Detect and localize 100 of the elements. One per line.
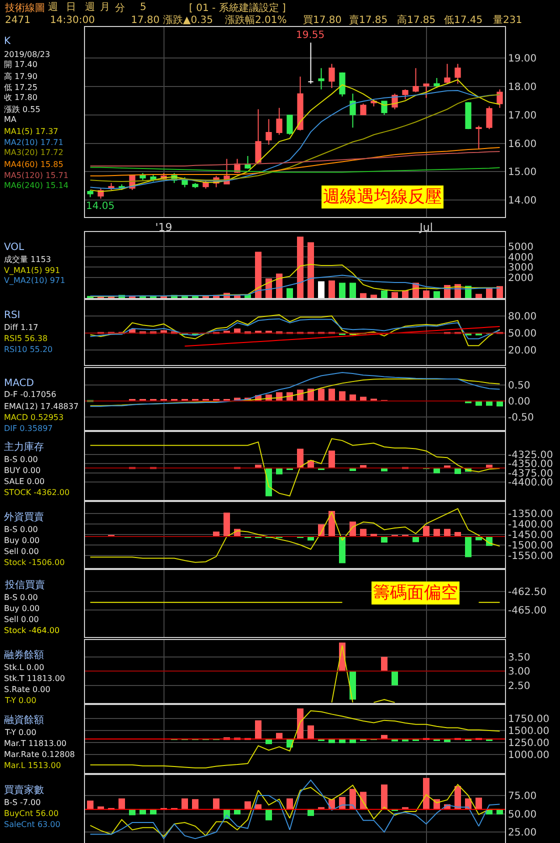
text: T-Y 0.00 [4,728,36,737]
y-tick-label: 1500.00 [508,726,550,738]
text: 融券餘額 [4,649,44,661]
text: BuyCnt 56.00 [4,809,59,818]
annotation: 14.05 [86,201,115,212]
y-tick-label: 4000 [508,252,534,264]
y-tick-label: 50.00 [508,328,537,340]
text: MA [4,115,17,124]
text: MA5(120) 15.71 [4,171,68,180]
text: MA4(60) 15.85 [4,160,64,169]
x-tick-label: '19 [155,221,172,234]
text: 月 [100,2,110,13]
text: 開 17.40 [4,60,38,69]
text: SaleCnt 63.00 [4,820,60,829]
text: DIF 0.35897 [4,424,53,433]
text: Diff 1.17 [4,323,38,332]
text: 週 [48,2,58,13]
y-tick-label: 14.00 [508,195,537,206]
text: 週線遇均線反壓 [323,187,442,207]
text: 漲跌▲0.35 [163,14,213,26]
y-tick-label: 75.00 [508,790,537,802]
y-tick-label: 20.00 [508,346,537,357]
text: 5 [140,2,146,13]
text: Buy 0.00 [4,536,40,545]
text: V_MA2(10) 971 [4,276,66,285]
text: 投信買賣 [4,579,45,591]
text: Stock -1506.00 [4,558,65,567]
y-tick-label: 18.00 [508,82,537,94]
text: 17.80 [131,15,160,26]
y-tick-label: 1000.00 [508,750,550,761]
text: MACD 0.52953 [4,413,64,422]
y-tick-label: -4325.00 [508,450,553,461]
y-tick-label: -462.50 [508,586,547,598]
y-tick-label: 5000 [508,242,534,253]
text: EMA(12) 17.48837 [4,402,79,411]
text: VOL [4,242,25,253]
text: SALE 0.00 [4,477,45,486]
text: Mar.Rate 0.12808 [4,750,75,759]
y-tick-label: 19.00 [508,54,537,65]
y-tick-label: 25.00 [508,828,537,839]
y-tick-label: -1450.00 [508,530,553,541]
y-tick-label: 0.00 [508,396,530,408]
y-tick-label: -1400.00 [508,520,553,531]
text: V_MA1(5) 991 [4,266,60,275]
annotation: 19.55 [296,30,325,41]
text: B-S 0.00 [4,455,38,464]
y-tick-label: 0.50 [508,380,530,392]
text: RSI5 56.38 [4,334,48,343]
y-tick-label: 1750.00 [508,714,550,726]
text: Sell 0.00 [4,615,39,624]
y-tick-label: 1250.00 [508,738,550,749]
text: 量231 [493,15,522,26]
text: B-S 0.00 [4,525,38,534]
text: T-Y 0.00 [4,696,36,705]
text: 2471 [5,15,30,26]
text: 分 [115,2,125,14]
text: 漲跌幅2.01% [225,14,287,26]
text: Mar.L 1513.00 [4,761,61,770]
text: K [4,36,11,47]
y-tick-label: 3.50 [508,652,530,664]
y-tick-label: -4400.00 [508,478,553,489]
text: Sell 0.00 [4,547,39,556]
y-tick-label: -4375.00 [508,468,553,480]
text: Stock -464.00 [4,626,60,635]
text: 外資買賣 [4,511,44,523]
text: Stk.L 0.00 [4,663,44,672]
y-tick-label: -1350.00 [508,509,553,520]
text: RSI10 55.20 [4,345,53,354]
text: 主力庫存 [4,441,44,453]
text: 漲跌 0.55 [4,105,40,114]
y-tick-label: 17.00 [508,110,537,122]
text: Stk.T 11813.00 [4,674,65,683]
y-tick-label: 2000 [508,272,534,284]
y-tick-label: 15.00 [508,167,537,178]
y-tick-label: -0.50 [508,412,534,424]
text: 高17.85 [397,14,436,26]
text: 週 [85,2,95,13]
text: MA1(5) 17.37 [4,127,58,136]
y-tick-label: 2.50 [508,680,530,692]
text: 買賣家數 [4,784,44,796]
y-tick-label: 50.00 [508,809,537,820]
text: 賣17.85 [349,14,388,26]
text: 14:30:00 [50,15,95,26]
text: 籌碼面偏空 [373,583,458,603]
text: 低 17.25 [4,83,38,92]
y-tick-label: -1550.00 [508,550,553,562]
y-tick-label: 3.00 [508,666,530,678]
text: MA3(20) 17.72 [4,148,64,157]
y-tick-label: 80.00 [508,311,537,322]
y-tick-label: 16.00 [508,138,537,150]
text: 高 17.90 [4,72,38,81]
text: 成交量 1153 [4,255,51,264]
text: MACD [4,378,34,389]
text: 買17.80 [303,15,342,26]
text: MA2(10) 17.71 [4,138,64,147]
text: BUY 0.00 [4,466,41,475]
text: 融資餘額 [4,714,44,726]
text: B-S -7.00 [4,798,41,807]
text: 日 [66,2,76,13]
text: RSI [4,310,20,321]
